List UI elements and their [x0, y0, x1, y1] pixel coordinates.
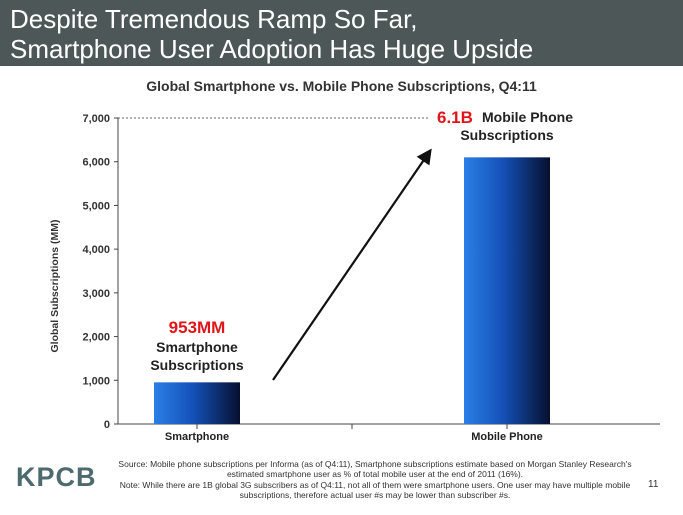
- y-tick-label: 5,000: [82, 200, 110, 212]
- mobile-label-line1: Mobile Phone: [482, 109, 573, 125]
- slide-title-line1: Despite Tremendous Ramp So Far,: [10, 4, 418, 34]
- y-tick-label: 7,000: [82, 113, 110, 125]
- note-line-1: Note: While there are 1B global 3G subsc…: [119, 480, 631, 490]
- smartphone-label-line1: Smartphone: [156, 339, 238, 355]
- x-tick-label: Mobile Phone: [471, 431, 543, 443]
- header-bar: Despite Tremendous Ramp So Far, Smartpho…: [0, 0, 683, 66]
- y-tick-label: 2,000: [82, 332, 110, 344]
- slide-title-line2: Smartphone User Adoption Has Huge Upside: [10, 34, 534, 64]
- bar-mobile-phone: [464, 157, 550, 425]
- x-tick-label: Smartphone: [165, 431, 229, 443]
- smartphone-label-line2: Subscriptions: [150, 357, 244, 373]
- bar-smartphone: [154, 382, 240, 424]
- smartphone-value-label: 953MM: [169, 318, 226, 337]
- y-tick-label: 1,000: [82, 375, 110, 387]
- page-number: 11: [648, 479, 659, 490]
- note-line-2: subscriptions, therefore actual user #s …: [239, 490, 511, 500]
- y-axis-title: Global Subscriptions (MM): [49, 220, 61, 353]
- kpcb-logo: KPCB: [16, 462, 97, 492]
- y-tick-label: 0: [104, 419, 110, 431]
- source-line-2: estimated smartphone user as % of total …: [226, 469, 524, 479]
- y-tick-label: 6,000: [82, 157, 110, 169]
- chart-title: Global Smartphone vs. Mobile Phone Subsc…: [146, 78, 537, 94]
- source-line-1: Source: Mobile phone subscriptions per I…: [118, 459, 632, 469]
- note: Note: While there are 1B global 3G subsc…: [110, 480, 640, 500]
- source-note: Source: Mobile phone subscriptions per I…: [110, 459, 640, 479]
- mobile-value-label: 6.1B: [437, 108, 473, 127]
- growth-arrow: [272, 148, 432, 381]
- y-tick-label: 3,000: [82, 288, 110, 300]
- mobile-label-line2: Subscriptions: [460, 127, 554, 143]
- y-tick-label: 4,000: [82, 244, 110, 256]
